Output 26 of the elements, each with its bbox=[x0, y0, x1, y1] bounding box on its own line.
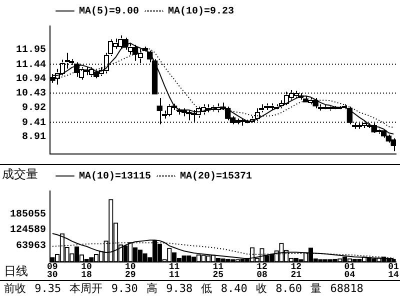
y-tick-label: 10.94 bbox=[16, 74, 46, 86]
y-tick-label: 185055 bbox=[10, 210, 46, 221]
x-tick-label: 11 25 bbox=[212, 262, 224, 280]
legend-label: MA(5)=9.00 bbox=[79, 6, 140, 18]
x-tick-label: 10 18 bbox=[81, 262, 92, 280]
legend-label: MA(20)=15371 bbox=[180, 170, 252, 183]
x-tick-label: 01 14 bbox=[388, 262, 400, 280]
y-tick-label: 63963 bbox=[16, 240, 46, 252]
x-tick-label: 12 08 bbox=[256, 262, 268, 280]
y-tick-label: 124589 bbox=[10, 225, 46, 236]
legend-label: MA(10)=13115 bbox=[79, 170, 152, 183]
y-tick-label: 11.44 bbox=[16, 60, 46, 71]
x-tick-label: 10 29 bbox=[125, 262, 136, 280]
legend-label: MA(10)=9.23 bbox=[168, 6, 234, 18]
text: 前收 9.35 本周开 9.30 高 9.38 低 8.40 收 8.60 量 68818 bbox=[3, 281, 364, 297]
y-tick-label: 11.95 bbox=[16, 45, 46, 56]
y-axis-title: 成交量 bbox=[2, 167, 38, 182]
x-tick-label: 11 11 bbox=[168, 262, 180, 280]
x-tick-label: 12 21 bbox=[290, 262, 302, 280]
text: 日线 bbox=[4, 264, 28, 278]
x-tick-label: 09 30 bbox=[47, 262, 58, 280]
y-tick-label: 9.92 bbox=[22, 103, 46, 114]
y-tick-label: 8.91 bbox=[22, 132, 46, 144]
y-tick-label: 10.43 bbox=[16, 88, 46, 100]
x-tick-label: 01 04 bbox=[344, 262, 356, 280]
y-tick-label: 9.41 bbox=[22, 118, 46, 129]
